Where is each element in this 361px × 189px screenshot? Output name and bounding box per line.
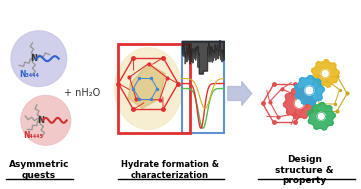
Text: Asymmetric
guests: Asymmetric guests — [9, 160, 69, 180]
Text: Hydrate formation &
characterization: Hydrate formation & characterization — [121, 160, 219, 180]
Text: N: N — [37, 116, 44, 125]
Polygon shape — [295, 98, 304, 108]
Polygon shape — [295, 76, 324, 105]
Polygon shape — [317, 112, 325, 120]
FancyBboxPatch shape — [182, 42, 224, 133]
Polygon shape — [283, 88, 315, 119]
Circle shape — [11, 31, 67, 87]
Circle shape — [21, 95, 71, 145]
Text: N₄₄₄₅: N₄₄₄₅ — [23, 131, 43, 140]
Polygon shape — [312, 60, 339, 87]
Text: N₃₄₄₄: N₃₄₄₄ — [19, 70, 39, 79]
Polygon shape — [308, 102, 335, 130]
Polygon shape — [321, 70, 329, 77]
Polygon shape — [228, 81, 252, 105]
Text: Design
structure &
property: Design structure & property — [275, 155, 334, 185]
Polygon shape — [128, 64, 165, 108]
Text: + nH₂O: + nH₂O — [65, 88, 101, 98]
Text: N: N — [30, 54, 37, 63]
Polygon shape — [305, 86, 314, 95]
Ellipse shape — [114, 48, 182, 129]
